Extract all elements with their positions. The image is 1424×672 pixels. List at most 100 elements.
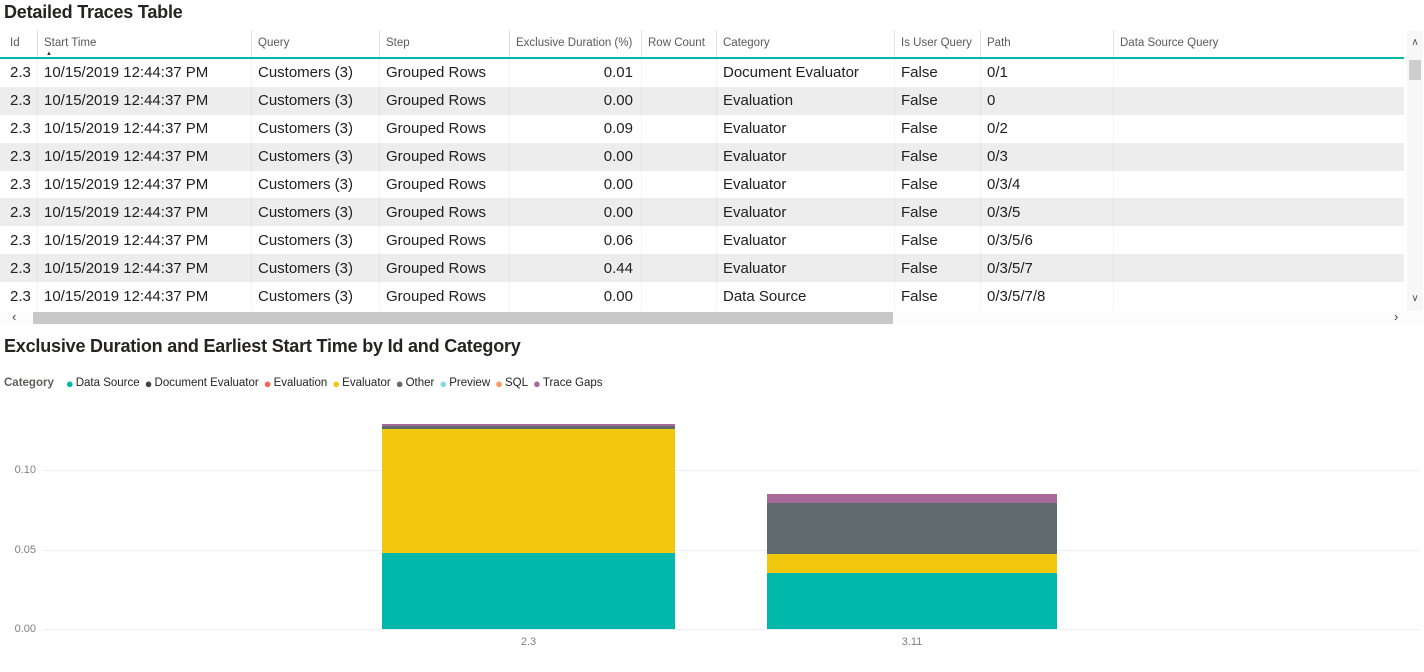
cell-row-count (642, 170, 717, 199)
column-header-start-time[interactable]: Start Time ▲ (38, 30, 252, 57)
bar-segment-other[interactable] (382, 426, 675, 430)
column-header-exclusive-duration-[interactable]: Exclusive Duration (%) (510, 30, 642, 57)
table-row[interactable]: 2.3 10/15/2019 12:44:37 PM Customers (3) Gr… (0, 59, 1404, 87)
cell-exclusive-duration-: 0.44 (510, 254, 642, 283)
cell-data-source-query (1114, 87, 1404, 115)
cell-category: Document Evaluator (717, 59, 895, 87)
cell-step: Grouped Rows (380, 254, 510, 283)
cell-path: 0/3/5/7 (981, 254, 1114, 283)
cell-step: Grouped Rows (380, 59, 510, 87)
cell-id: 2.3 (0, 198, 38, 227)
cell-step: Grouped Rows (380, 226, 510, 255)
legend-item-label: Trace Gaps (542, 377, 603, 389)
x-axis-category-label: 3.11 (901, 636, 923, 648)
bar-segment-data-source[interactable] (767, 573, 1057, 629)
chevron-up-icon[interactable]: ∧ (1411, 37, 1419, 48)
cell-is-user-query: False (895, 282, 981, 311)
vertical-scrollbar[interactable]: ∧ ∨ (1407, 31, 1423, 311)
cell-exclusive-duration-: 0.00 (510, 142, 642, 171)
bar-segment-evaluator[interactable] (767, 554, 1057, 574)
legend-item-evaluator[interactable]: ● Evaluator (332, 377, 390, 390)
bar-segment-evaluator[interactable] (382, 429, 675, 553)
cell-path: 0 (981, 86, 1114, 115)
cell-query: Customers (3) (252, 142, 380, 171)
chevron-left-icon[interactable]: ‹ (12, 309, 17, 324)
horizontal-scrollbar[interactable]: ‹ › (0, 309, 1424, 325)
cell-is-user-query: False (895, 198, 981, 227)
cell-path: 0/3/5 (981, 198, 1114, 227)
cell-data-source-query (1114, 115, 1404, 143)
horizontal-scrollbar-thumb[interactable] (33, 312, 893, 324)
column-header-label: Step (386, 37, 410, 49)
legend-item-label: Preview (449, 377, 491, 389)
column-header-row-count[interactable]: Row Count (642, 30, 717, 57)
cell-category: Evaluator (717, 142, 895, 171)
chart-legend: Category ● Data Source ● Document Evaluator… (4, 375, 608, 391)
bar-segment-trace-gaps[interactable] (767, 493, 1057, 503)
table-row[interactable]: 2.3 10/15/2019 12:44:37 PM Customers (3) Gr… (0, 254, 1404, 283)
column-header-label: Is User Query (901, 37, 972, 49)
cell-is-user-query: False (895, 59, 981, 87)
legend-item-data-source[interactable]: ● Data Source (66, 377, 140, 390)
cell-exclusive-duration-: 0.09 (510, 114, 642, 143)
column-header-data-source-query[interactable]: Data Source Query (1114, 30, 1404, 57)
column-header-step[interactable]: Step (380, 30, 510, 57)
legend-item-label: Evaluation (273, 377, 328, 389)
column-header-label: Category (723, 37, 770, 49)
column-header-label: Id (10, 37, 20, 49)
cell-query: Customers (3) (252, 254, 380, 283)
table-row[interactable]: 2.3 10/15/2019 12:44:37 PM Customers (3) Gr… (0, 86, 1404, 115)
table-row[interactable]: 2.3 10/15/2019 12:44:37 PM Customers (3) Gr… (0, 198, 1404, 227)
cell-path: 0/3/5/6 (981, 226, 1114, 255)
cell-exclusive-duration-: 0.00 (510, 86, 642, 115)
cell-start-time: 10/15/2019 12:44:37 PM (38, 198, 252, 227)
cell-query: Customers (3) (252, 198, 380, 227)
legend-dot-icon: ● (395, 375, 404, 391)
cell-category: Evaluator (717, 114, 895, 143)
table-body: 2.3 10/15/2019 12:44:37 PM Customers (3) Gr… (0, 59, 1404, 311)
cell-row-count (642, 254, 717, 283)
legend-item-evaluation[interactable]: ● Evaluation (264, 377, 328, 390)
table-row[interactable]: 2.3 10/15/2019 12:44:37 PM Customers (3) Gr… (0, 114, 1404, 143)
legend-item-trace-gaps[interactable]: ● Trace Gaps (533, 377, 603, 390)
cell-start-time: 10/15/2019 12:44:37 PM (38, 114, 252, 143)
cell-is-user-query: False (895, 86, 981, 115)
table-row[interactable]: 2.3 10/15/2019 12:44:37 PM Customers (3) Gr… (0, 170, 1404, 199)
legend-item-document-evaluator[interactable]: ● Document Evaluator (145, 377, 259, 390)
bar-segment-other[interactable] (767, 502, 1057, 555)
column-header-is-user-query[interactable]: Is User Query (895, 30, 981, 57)
legend-item-other[interactable]: ● Other (396, 377, 435, 390)
legend-dot-icon: ● (263, 375, 272, 391)
y-axis-tick-label: 0.10 (14, 464, 36, 476)
cell-query: Customers (3) (252, 170, 380, 199)
chevron-down-icon[interactable]: ∨ (1411, 293, 1419, 304)
legend-item-preview[interactable]: ● Preview (439, 377, 490, 390)
legend-dot-icon: ● (332, 375, 341, 391)
cell-data-source-query (1114, 198, 1404, 226)
x-axis-category-label: 2.3 (520, 636, 537, 648)
cell-category: Evaluator (717, 226, 895, 255)
legend-item-label: Document Evaluator (154, 377, 259, 389)
table-row[interactable]: 2.3 10/15/2019 12:44:37 PM Customers (3) Gr… (0, 142, 1404, 171)
column-header-label: Row Count (648, 37, 705, 49)
legend-title: Category (4, 377, 54, 389)
bar-segment-data-source[interactable] (382, 552, 675, 629)
bar-segment-trace-gaps[interactable] (382, 424, 675, 427)
column-header-query[interactable]: Query (252, 30, 380, 57)
legend-item-label: Evaluator (342, 377, 391, 389)
cell-row-count (642, 142, 717, 171)
cell-query: Customers (3) (252, 282, 380, 311)
cell-id: 2.3 (0, 226, 38, 255)
column-header-category[interactable]: Category (717, 30, 895, 57)
legend-item-sql[interactable]: ● SQL (495, 377, 528, 390)
cell-start-time: 10/15/2019 12:44:37 PM (38, 86, 252, 115)
cell-query: Customers (3) (252, 59, 380, 87)
table-row[interactable]: 2.3 10/15/2019 12:44:37 PM Customers (3) Gr… (0, 282, 1404, 311)
column-header-path[interactable]: Path (981, 30, 1114, 57)
chevron-right-icon[interactable]: › (1394, 309, 1399, 324)
cell-step: Grouped Rows (380, 142, 510, 171)
cell-data-source-query (1114, 254, 1404, 282)
vertical-scrollbar-thumb[interactable] (1409, 60, 1421, 80)
table-row[interactable]: 2.3 10/15/2019 12:44:37 PM Customers (3) Gr… (0, 226, 1404, 255)
column-header-id[interactable]: Id (0, 30, 38, 57)
